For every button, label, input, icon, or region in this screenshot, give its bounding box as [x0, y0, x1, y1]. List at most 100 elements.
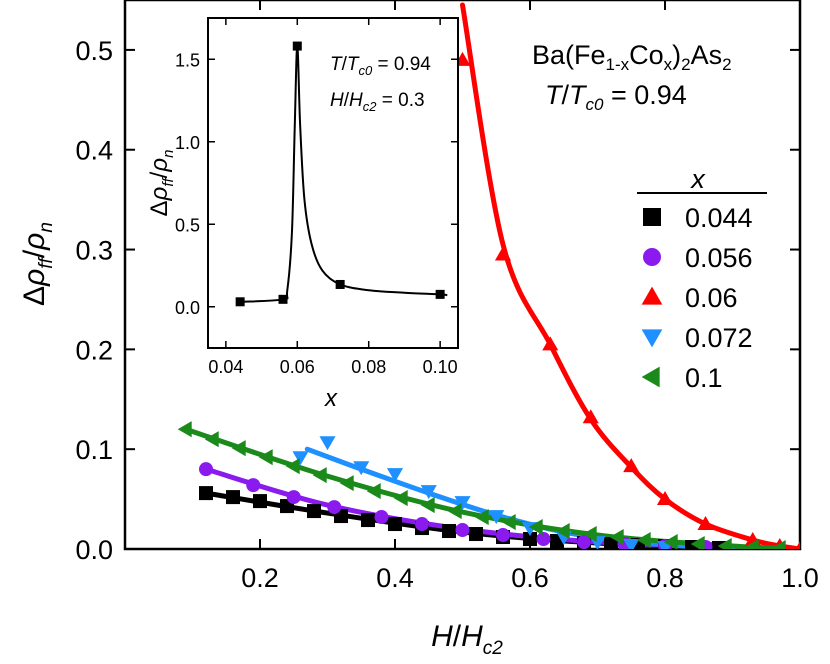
data-point-0.1 [663, 533, 678, 549]
legend-label-0.056: 0.056 [685, 243, 753, 273]
inset-data-point [278, 294, 288, 304]
data-point-0.044 [307, 504, 321, 519]
y-tick-label: 0.0 [75, 535, 113, 565]
inset-x-tick-label: 0.10 [423, 357, 458, 377]
y-axis-label: Δρff/ρn [18, 222, 57, 306]
main-plot-frame [123, 0, 802, 551]
inset-data-point [292, 41, 302, 51]
data-point-0.1 [366, 483, 381, 500]
data-point-0.1 [636, 531, 651, 549]
data-point-0.1 [339, 475, 354, 492]
inset-line [240, 45, 448, 303]
data-point-0.044 [631, 538, 645, 549]
data-point-0.1 [744, 538, 759, 549]
data-point-0.056 [246, 478, 261, 493]
data-point-0.056 [374, 510, 389, 525]
data-point-0.1 [447, 503, 462, 520]
data-point-0.056 [286, 490, 301, 505]
data-point-0.1 [717, 537, 732, 549]
inset-curve [240, 45, 448, 303]
data-point-0.1 [258, 449, 273, 466]
data-point-0.056 [577, 535, 591, 549]
data-point-0.1 [231, 440, 246, 457]
data-point-0.072 [488, 510, 505, 525]
data-point-0.044 [442, 524, 456, 539]
data-point-0.1 [393, 490, 408, 507]
data-point-0.044 [604, 537, 618, 549]
legend-items: 0.044 0.056 0.06 0.072 0.1 [641, 203, 753, 393]
x-tick-label: 1.0 [781, 563, 819, 593]
y-tick-label: 0.1 [75, 435, 113, 465]
data-point-0.056 [415, 517, 429, 532]
data-point-0.06 [582, 409, 599, 424]
x-axis-label: H/Hc2 [431, 620, 503, 659]
x-tick-label: 0.8 [646, 563, 684, 593]
data-point-0.06 [623, 458, 640, 473]
data-point-0.072 [292, 451, 309, 466]
chart-title: Ba(Fe1-xCox)2As2 [532, 40, 732, 74]
main-axis-ticks: 0.2 0.4 0.6 0.8 1.0 0.0 0.1 0.2 0.3 0.4 0.5 [75, 0, 819, 593]
data-point-0.06 [795, 540, 800, 549]
data-point-0.1 [474, 509, 489, 526]
legend-marker-0.1 [641, 366, 660, 388]
y-tick-label: 0.4 [75, 136, 113, 166]
data-point-0.1 [204, 431, 219, 448]
data-point-0.1 [555, 522, 570, 540]
inset-annotation-field: H/Hc2 = 0.3 [330, 90, 425, 114]
data-point-0.1 [501, 513, 516, 531]
data-point-0.072 [319, 436, 336, 451]
main-data-points [177, 51, 800, 549]
y-tick-label: 0.3 [75, 236, 113, 266]
legend-label-0.1: 0.1 [685, 363, 723, 393]
data-point-0.044 [469, 527, 483, 542]
inset-x-tick-label: 0.04 [208, 357, 243, 377]
inset-plot: 0.04 0.06 0.08 0.10 0.0 0.5 1.0 1.5 T/Tc0 = 0.9… [146, 17, 459, 412]
data-point-0.072 [353, 461, 370, 476]
inset-data-point [435, 289, 445, 299]
data-point-0.044 [253, 494, 267, 509]
legend-marker-0.072 [641, 329, 663, 348]
data-point-0.044 [388, 517, 402, 532]
main-plot: 0.2 0.4 0.6 0.8 1.0 0.0 0.1 0.2 0.3 0.4 0.5 Ba(Fe1… [18, 0, 819, 659]
legend-label-0.06: 0.06 [685, 283, 738, 313]
x-tick-label: 0.6 [511, 563, 549, 593]
data-point-0.056 [199, 462, 213, 477]
data-point-0.072 [420, 485, 437, 500]
data-point-0.044 [199, 486, 213, 501]
data-point-0.1 [285, 458, 300, 475]
inset-y-tick-label: 0.5 [175, 215, 200, 235]
data-point-0.1 [609, 528, 624, 546]
data-point-0.072 [623, 539, 640, 549]
legend-label-0.044: 0.044 [685, 203, 753, 233]
data-point-0.056 [455, 523, 470, 538]
data-point-0.072 [386, 468, 404, 483]
legend-marker-0.044 [643, 208, 661, 226]
data-point-0.044 [226, 490, 240, 505]
data-point-0.072 [454, 496, 471, 511]
chart-subtitle: T/Tc0 = 0.94 [545, 80, 687, 114]
x-tick-label: 0.4 [376, 563, 414, 593]
data-point-0.044 [523, 532, 537, 547]
inset-annotation-temperature: T/Tc0 = 0.94 [330, 54, 431, 78]
data-point-0.044 [361, 513, 375, 528]
legend: x 0.044 0.056 0.06 0.072 0.1 [637, 164, 767, 393]
x-tick-label: 0.2 [241, 563, 279, 593]
inset-x-axis-label: x [324, 385, 338, 412]
data-point-0.06 [494, 246, 512, 261]
data-point-0.044 [712, 541, 726, 549]
data-point-0.1 [528, 518, 543, 536]
data-point-0.1 [420, 497, 435, 514]
legend-title: x [689, 164, 706, 194]
inset-y-axis-label: Δρff/ρn [146, 150, 177, 217]
data-point-0.06 [697, 515, 714, 530]
inset-y-tick-label: 1.0 [175, 133, 200, 153]
data-point-0.1 [177, 421, 192, 438]
inset-data-points [235, 41, 445, 307]
inset-data-point [235, 297, 245, 307]
data-point-0.1 [312, 467, 327, 484]
y-tick-label: 0.5 [75, 36, 113, 66]
legend-marker-0.06 [641, 286, 663, 305]
inset-data-point [335, 279, 345, 289]
inset-y-tick-label: 0.0 [175, 298, 200, 318]
